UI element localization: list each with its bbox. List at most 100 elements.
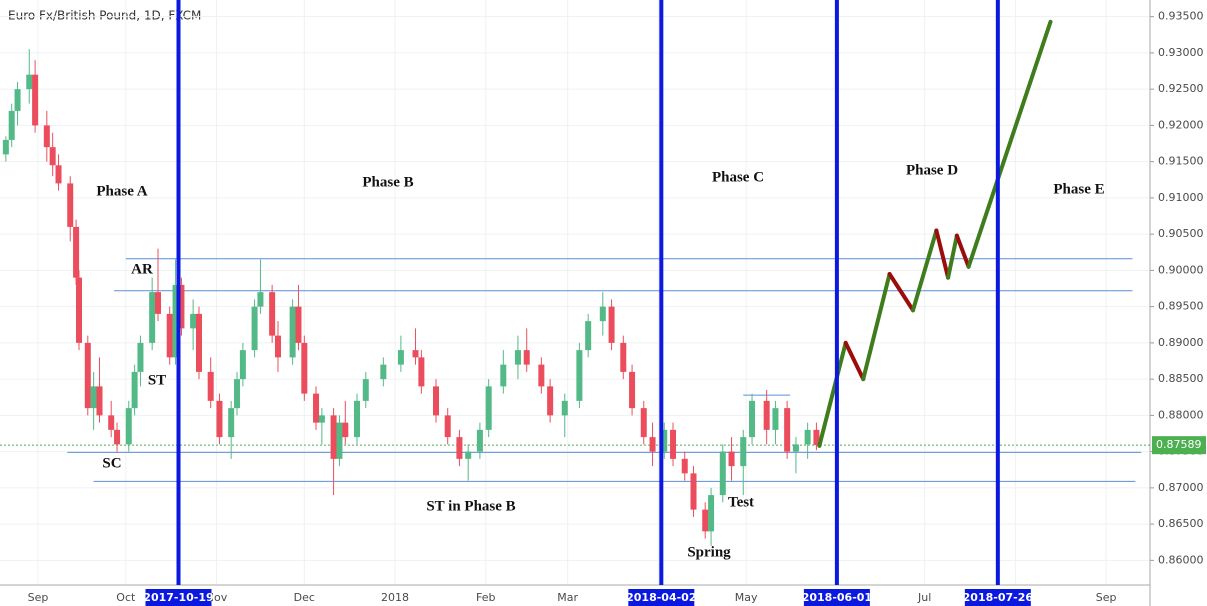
candle-body bbox=[433, 386, 440, 416]
x-tick-label: Sep bbox=[28, 591, 49, 604]
candle-body bbox=[608, 306, 615, 343]
candle-body bbox=[190, 313, 197, 329]
candle-body bbox=[330, 415, 337, 459]
marker-label: 2018-07-26 bbox=[963, 591, 1034, 604]
candle-body bbox=[412, 350, 419, 358]
y-tick-label: 0.89500 bbox=[1158, 300, 1204, 313]
last-price-label: 0.87589 bbox=[1156, 438, 1202, 451]
candle-body bbox=[690, 473, 697, 510]
candle-body bbox=[784, 408, 791, 452]
candle-body bbox=[84, 342, 91, 409]
marker-label-box bbox=[145, 589, 212, 606]
x-tick-label: 2018 bbox=[381, 591, 409, 604]
candle-body bbox=[561, 400, 568, 416]
annotation: Phase C bbox=[712, 169, 764, 185]
candle-body bbox=[49, 147, 56, 166]
y-tick-label: 0.90000 bbox=[1158, 263, 1204, 276]
candle-body bbox=[661, 429, 668, 452]
candle-body bbox=[792, 444, 799, 452]
candle-body bbox=[444, 415, 451, 438]
x-tick-label: Mar bbox=[557, 591, 578, 604]
candle-body bbox=[108, 415, 115, 430]
annotation: SC bbox=[102, 455, 121, 471]
candle-body bbox=[67, 183, 74, 227]
x-tick-label: Dec bbox=[294, 591, 315, 604]
candle-body bbox=[336, 422, 343, 459]
y-tick-label: 0.88500 bbox=[1158, 372, 1204, 385]
y-tick-label: 0.91000 bbox=[1158, 191, 1204, 204]
y-tick-label: 0.89000 bbox=[1158, 336, 1204, 349]
annotation: AR bbox=[131, 261, 153, 277]
projection-segment bbox=[954, 233, 971, 269]
candle-body bbox=[585, 321, 592, 351]
candle-body bbox=[514, 350, 521, 365]
candle-body bbox=[73, 226, 80, 278]
candle-body bbox=[749, 400, 756, 438]
y-tick-label: 0.91500 bbox=[1158, 155, 1204, 168]
candle-body bbox=[149, 292, 156, 343]
candle-body bbox=[301, 342, 308, 394]
candle-body bbox=[476, 429, 483, 452]
annotation: ST bbox=[148, 372, 166, 388]
annotation: Phase A bbox=[96, 183, 147, 199]
candle-body bbox=[137, 342, 144, 372]
candle-body bbox=[702, 509, 709, 532]
chart-title: Euro Fx/British Pound, 1D, FXCM bbox=[8, 9, 201, 23]
candle-body bbox=[804, 429, 811, 445]
candle-body bbox=[465, 451, 472, 459]
annotation: Phase D bbox=[906, 162, 958, 178]
candle-body bbox=[195, 313, 202, 372]
candle-body bbox=[353, 400, 360, 438]
candle-body bbox=[649, 437, 656, 452]
projection-segment bbox=[843, 340, 866, 382]
candle-body bbox=[418, 357, 425, 387]
candle-body bbox=[456, 437, 463, 459]
x-tick-label: May bbox=[735, 591, 758, 604]
x-tick-label: Sep bbox=[1096, 591, 1117, 604]
candle-body bbox=[178, 284, 185, 329]
candle-body bbox=[740, 437, 747, 467]
candle-body bbox=[269, 292, 276, 336]
candle-body bbox=[670, 429, 677, 459]
candle-body bbox=[166, 313, 173, 358]
candle-body bbox=[640, 408, 647, 438]
candle-body bbox=[538, 364, 545, 387]
candle-body bbox=[125, 408, 132, 445]
candle-body bbox=[485, 386, 492, 430]
candle-body bbox=[318, 415, 325, 423]
candle-body bbox=[55, 165, 62, 184]
candle-body bbox=[96, 386, 103, 416]
x-tick-label: Feb bbox=[476, 591, 495, 604]
marker-label: 2018-06-01 bbox=[802, 591, 872, 604]
annotation: ST in Phase B bbox=[426, 498, 515, 514]
candle-body bbox=[207, 371, 214, 401]
annotation: Phase B bbox=[362, 174, 413, 190]
candle-body bbox=[523, 350, 530, 365]
projection-segment bbox=[861, 272, 892, 382]
x-tick-label: Jul bbox=[917, 591, 931, 604]
y-tick-label: 0.93000 bbox=[1158, 46, 1204, 59]
projection-segment bbox=[966, 19, 1053, 269]
candle-body bbox=[380, 364, 387, 380]
candle-body bbox=[599, 306, 606, 322]
candle-body bbox=[342, 422, 349, 438]
marker-label-box bbox=[628, 589, 695, 606]
marker-label-box bbox=[803, 589, 870, 606]
candle-body bbox=[362, 379, 369, 401]
candle-body bbox=[131, 371, 138, 409]
candle-body bbox=[172, 284, 179, 358]
candle-body bbox=[155, 292, 162, 314]
projection-segment bbox=[817, 340, 848, 448]
annotation: Spring bbox=[687, 544, 731, 560]
y-tick-label: 0.93500 bbox=[1158, 10, 1204, 23]
candle-body bbox=[728, 451, 735, 467]
candle-body bbox=[813, 429, 820, 446]
marker-label: 2017-10-19 bbox=[143, 591, 213, 604]
candle-body bbox=[76, 277, 83, 343]
y-tick-label: 0.88000 bbox=[1158, 408, 1204, 421]
candle-body bbox=[216, 400, 223, 438]
candle-body bbox=[295, 306, 302, 343]
candle-body bbox=[313, 393, 320, 423]
candle-body bbox=[681, 458, 688, 474]
